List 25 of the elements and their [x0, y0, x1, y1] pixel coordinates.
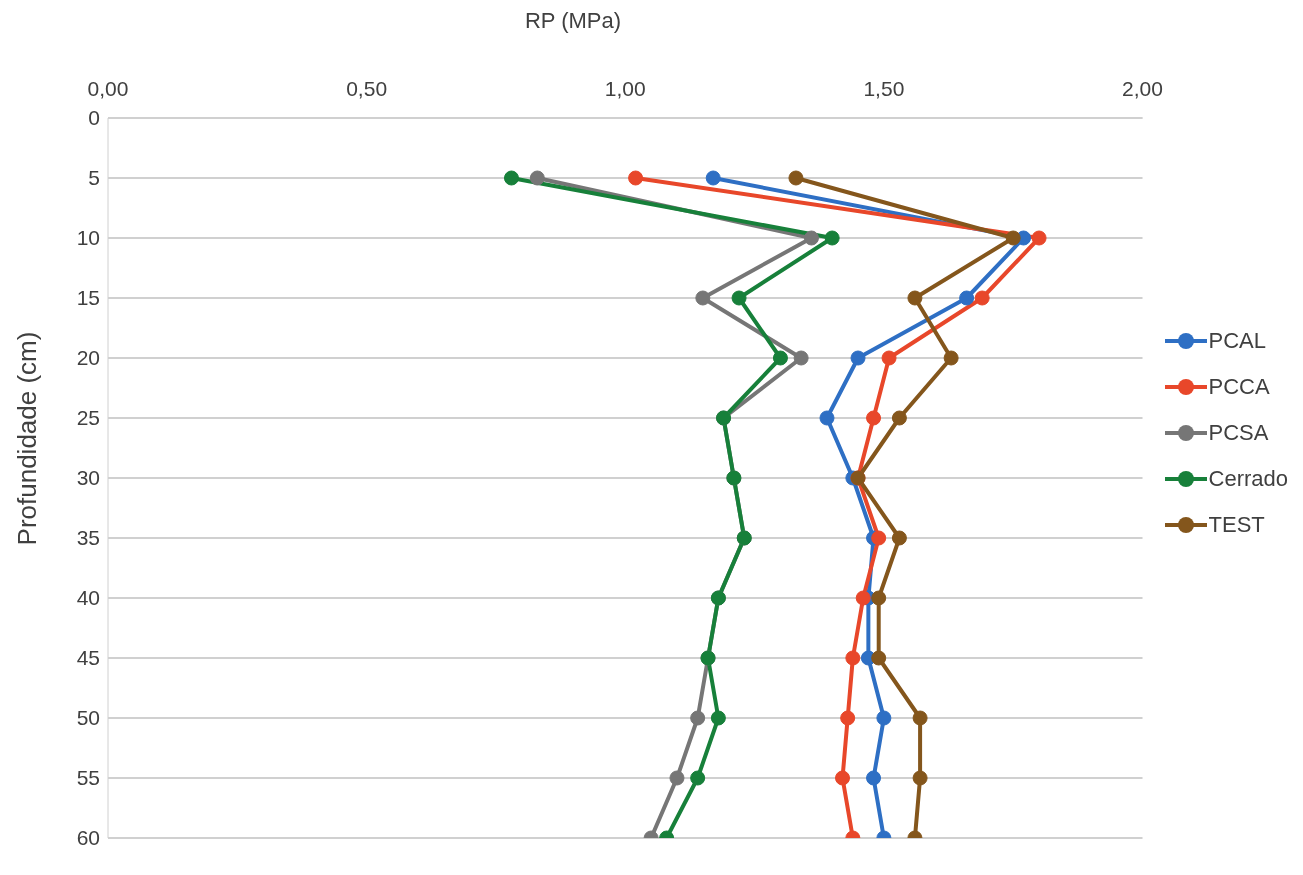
legend-label: PCCA — [1208, 374, 1270, 400]
legend-label: PCSA — [1208, 420, 1269, 446]
x-tick-label: 1,00 — [604, 77, 646, 100]
x-axis-title: RP (MPa) — [523, 8, 623, 34]
y-tick-label: 30 — [76, 466, 100, 490]
x-tick-label: 0,50 — [346, 77, 388, 100]
y-axis-title: Profundidade (cm) — [12, 331, 44, 545]
legend-label: TEST — [1208, 512, 1265, 538]
x-tick-label: 2,00 — [1122, 77, 1163, 100]
y-tick-label: 25 — [76, 406, 100, 430]
y-tick-label: 55 — [76, 766, 100, 790]
y-tick-label: 0 — [88, 106, 100, 130]
y-tick-label: 20 — [76, 346, 100, 370]
y-tick-label: 5 — [88, 166, 100, 190]
y-tick-label: 35 — [76, 526, 100, 550]
y-tick-label: 60 — [76, 826, 100, 850]
legend-label: Cerrado — [1208, 466, 1288, 492]
y-tick-label: 45 — [76, 646, 100, 670]
x-tick-label: 0,00 — [87, 77, 129, 100]
y-tick-label: 10 — [76, 226, 100, 250]
legend-label: PCAL — [1208, 328, 1266, 354]
y-tick-label: 15 — [76, 286, 100, 310]
y-tick-label: 40 — [76, 586, 100, 610]
y-tick-label: 50 — [76, 706, 100, 730]
x-tick-label: 1,50 — [863, 77, 905, 100]
